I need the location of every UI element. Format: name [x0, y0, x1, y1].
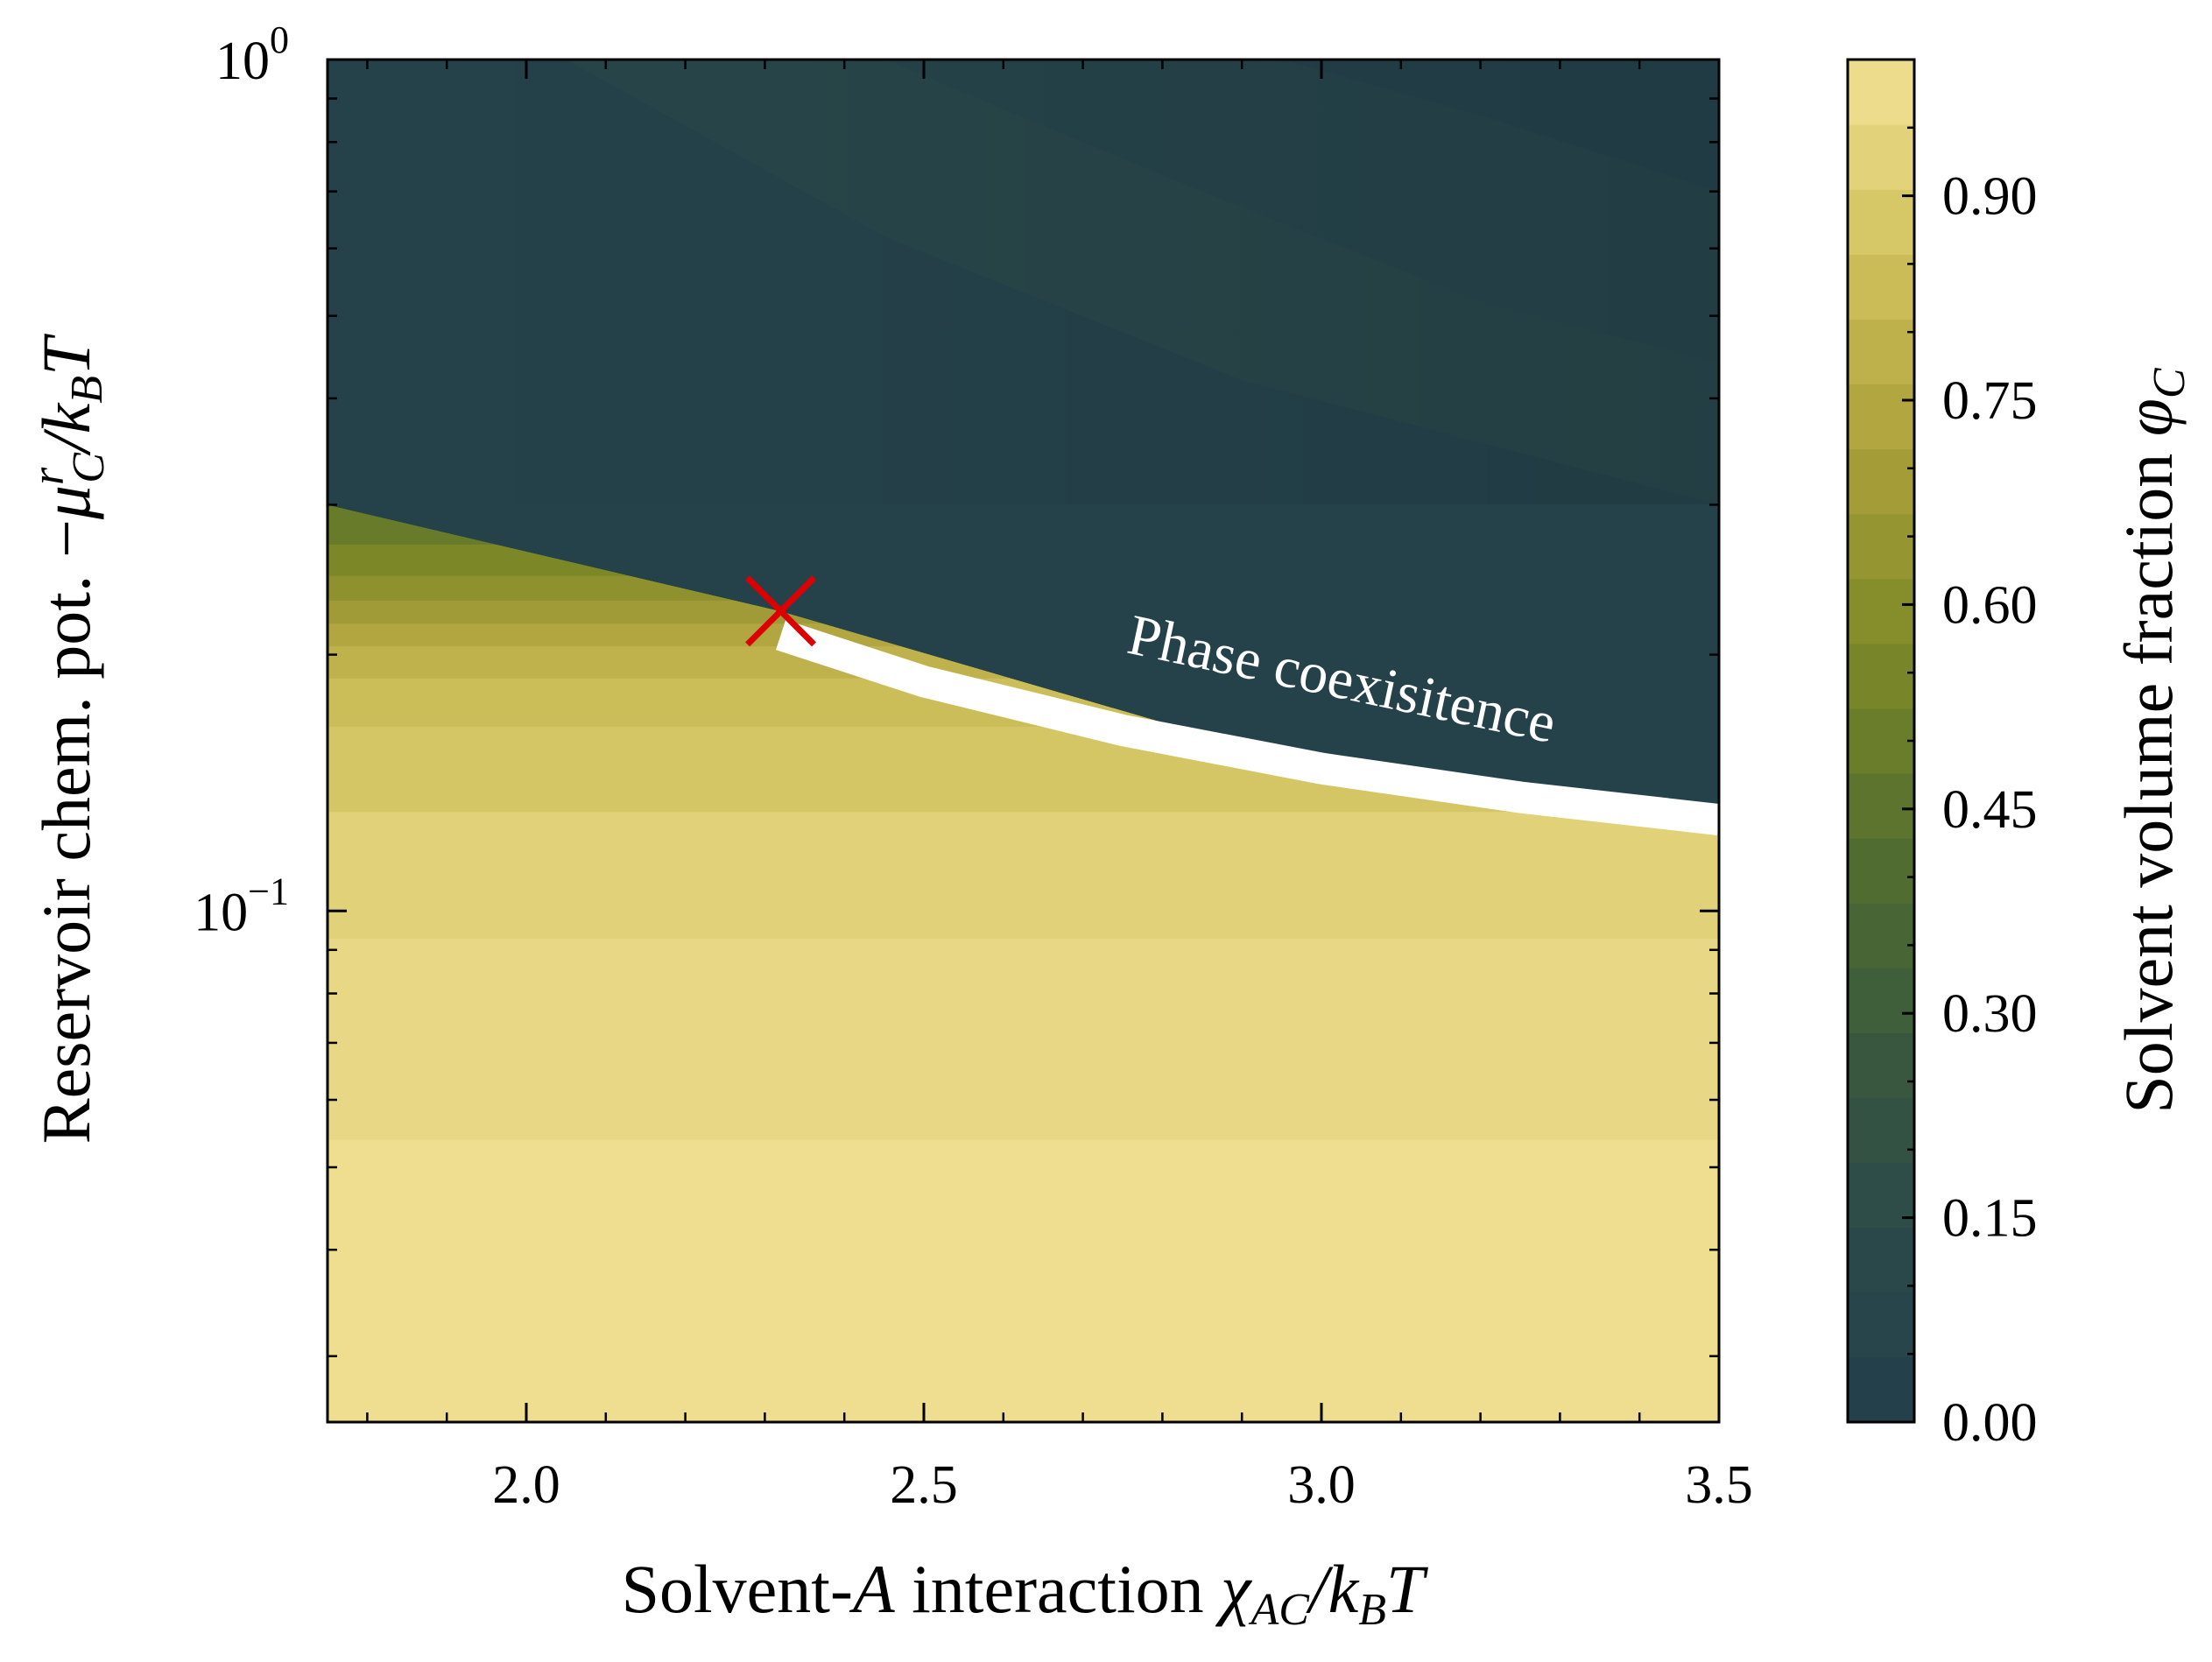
colorbar-band	[1848, 1032, 1914, 1099]
colorbar-label: Solvent volume fraction φC	[2110, 367, 2194, 1114]
heatmap-band	[328, 811, 1719, 939]
colorbar-band	[1848, 384, 1914, 450]
colorbar-tick-label: 0.90	[1942, 167, 2038, 227]
colorbar-band	[1848, 968, 1914, 1034]
critical-point-stroke	[745, 575, 817, 647]
colorbar-tick-label: 0.60	[1942, 575, 2038, 635]
plot-frame	[326, 58, 1721, 1424]
colorbar-band	[1848, 189, 1914, 255]
colorbar-ticks: 0.00 0.15 0.30 0.45 0.60 0.75 0.90	[1902, 126, 2038, 1453]
colorbar-band	[1848, 448, 1914, 515]
heatmap-contours	[328, 60, 1719, 820]
y-tick-label: 100	[215, 18, 289, 91]
colorbar-band	[1848, 578, 1914, 644]
plot-area: Phase coexisitence	[328, 60, 1719, 1422]
colorbar-band	[1848, 1292, 1914, 1358]
y-tick-label: 10−1	[194, 870, 289, 942]
x-axis-label: Solvent-A interaction χAC/kBT	[622, 1551, 1428, 1635]
colorbar-band	[1848, 513, 1914, 580]
colorbar-tick-label: 0.45	[1942, 780, 2038, 840]
y-axis-label: Reservoir chem. pot. −μrC/kBT	[24, 334, 114, 1144]
colorbar-tick-label: 0.15	[1942, 1189, 2038, 1249]
colorbar-tick-label: 0.30	[1942, 984, 2038, 1044]
x-tick-label: 2.5	[890, 1455, 958, 1515]
x-tick-label: 3.5	[1685, 1455, 1753, 1515]
x-axis: 2.0 2.5 3.0 3.5	[366, 60, 1753, 1515]
colorbar-band	[1848, 643, 1914, 709]
y-axis: 100 10−1	[194, 18, 1719, 1357]
x-tick-label: 3.0	[1287, 1455, 1356, 1515]
colorbar-band	[1848, 773, 1914, 839]
critical-point-marker	[745, 575, 817, 647]
phase-coexistence-line	[776, 619, 1719, 835]
heatmap-shade	[328, 60, 1719, 505]
colorbar-band	[1848, 319, 1914, 385]
colorbar-band	[1848, 1097, 1914, 1164]
heatmap-band	[328, 937, 1719, 1140]
colorbar-band	[1848, 1227, 1914, 1293]
colorbar-band	[1848, 254, 1914, 320]
colorbar-tick-label: 0.00	[1942, 1393, 2038, 1453]
colorbar-bands	[1848, 60, 1914, 1423]
colorbar-band	[1848, 838, 1914, 904]
colorbar-band	[1848, 903, 1914, 968]
colorbar-band	[1848, 60, 1914, 125]
colorbar-tick-label: 0.75	[1942, 371, 2038, 431]
colorbar-band	[1848, 708, 1914, 774]
colorbar: 0.00 0.15 0.30 0.45 0.60 0.75 0.90	[1846, 58, 2038, 1453]
colorbar-band	[1848, 1356, 1914, 1423]
x-tick-label: 2.0	[492, 1455, 560, 1515]
colorbar-band	[1848, 124, 1914, 190]
heatmap-band	[328, 1138, 1719, 1422]
